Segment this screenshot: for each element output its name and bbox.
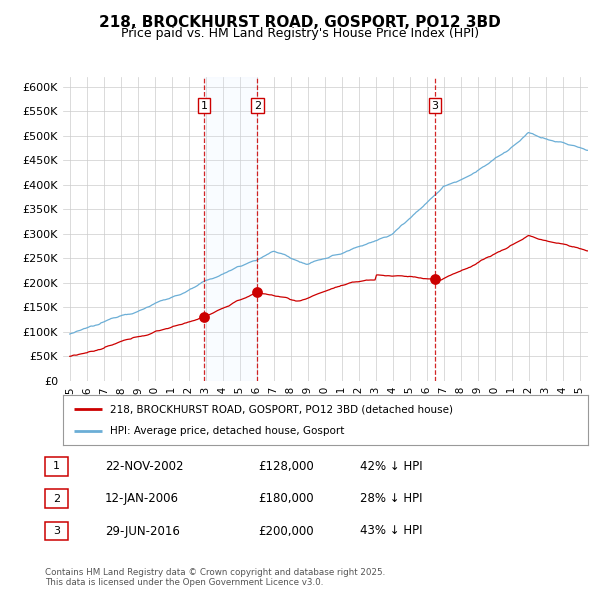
Text: 3: 3 xyxy=(53,526,60,536)
Text: £128,000: £128,000 xyxy=(258,460,314,473)
Text: 1: 1 xyxy=(200,100,208,110)
Point xyxy=(199,312,209,322)
Point xyxy=(430,274,440,284)
Text: 2: 2 xyxy=(254,100,261,110)
Text: Price paid vs. HM Land Registry's House Price Index (HPI): Price paid vs. HM Land Registry's House … xyxy=(121,27,479,40)
Text: 218, BROCKHURST ROAD, GOSPORT, PO12 3BD: 218, BROCKHURST ROAD, GOSPORT, PO12 3BD xyxy=(99,15,501,30)
Text: 2: 2 xyxy=(53,494,60,503)
Text: Contains HM Land Registry data © Crown copyright and database right 2025.
This d: Contains HM Land Registry data © Crown c… xyxy=(45,568,385,587)
Text: 43% ↓ HPI: 43% ↓ HPI xyxy=(360,525,422,537)
Point xyxy=(253,287,262,297)
Text: 42% ↓ HPI: 42% ↓ HPI xyxy=(360,460,422,473)
Text: 29-JUN-2016: 29-JUN-2016 xyxy=(105,525,180,537)
Text: £200,000: £200,000 xyxy=(258,525,314,537)
Text: £180,000: £180,000 xyxy=(258,492,314,505)
Text: 12-JAN-2006: 12-JAN-2006 xyxy=(105,492,179,505)
Text: 218, BROCKHURST ROAD, GOSPORT, PO12 3BD (detached house): 218, BROCKHURST ROAD, GOSPORT, PO12 3BD … xyxy=(110,404,453,414)
Text: HPI: Average price, detached house, Gosport: HPI: Average price, detached house, Gosp… xyxy=(110,427,344,437)
Text: 28% ↓ HPI: 28% ↓ HPI xyxy=(360,492,422,505)
Text: 3: 3 xyxy=(431,100,439,110)
Text: 1: 1 xyxy=(53,461,60,471)
Text: 22-NOV-2002: 22-NOV-2002 xyxy=(105,460,184,473)
Bar xyxy=(204,77,257,381)
